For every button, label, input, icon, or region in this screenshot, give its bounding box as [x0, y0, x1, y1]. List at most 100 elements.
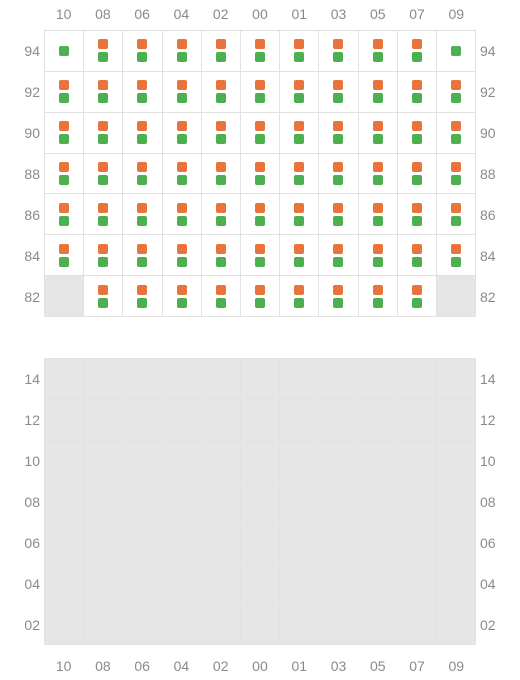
slot-cell[interactable]: [318, 400, 357, 440]
slot-cell[interactable]: [279, 400, 318, 440]
slot-cell[interactable]: [201, 194, 240, 234]
slot-cell[interactable]: [279, 276, 318, 316]
slot-cell[interactable]: [122, 604, 161, 644]
slot-cell[interactable]: [162, 604, 201, 644]
slot-cell[interactable]: [201, 522, 240, 562]
slot-cell[interactable]: [358, 276, 397, 316]
slot-cell[interactable]: [279, 563, 318, 603]
slot-cell[interactable]: [436, 359, 475, 399]
slot-cell[interactable]: [45, 72, 83, 112]
slot-cell[interactable]: [45, 522, 83, 562]
slot-cell[interactable]: [83, 359, 122, 399]
slot-cell[interactable]: [318, 563, 357, 603]
slot-cell[interactable]: [318, 522, 357, 562]
slot-cell[interactable]: [279, 482, 318, 522]
slot-cell[interactable]: [201, 235, 240, 275]
slot-cell[interactable]: [201, 482, 240, 522]
slot-cell[interactable]: [83, 113, 122, 153]
slot-cell[interactable]: [436, 604, 475, 644]
slot-cell[interactable]: [83, 31, 122, 71]
slot-cell[interactable]: [436, 31, 475, 71]
slot-cell[interactable]: [436, 113, 475, 153]
slot-cell[interactable]: [83, 400, 122, 440]
slot-cell[interactable]: [83, 194, 122, 234]
slot-cell[interactable]: [201, 31, 240, 71]
slot-cell[interactable]: [201, 563, 240, 603]
slot-cell[interactable]: [240, 154, 279, 194]
slot-cell[interactable]: [122, 522, 161, 562]
slot-cell[interactable]: [436, 563, 475, 603]
slot-cell[interactable]: [162, 235, 201, 275]
slot-cell[interactable]: [240, 113, 279, 153]
slot-cell[interactable]: [83, 441, 122, 481]
slot-cell[interactable]: [397, 359, 436, 399]
slot-cell[interactable]: [279, 522, 318, 562]
slot-cell[interactable]: [122, 31, 161, 71]
slot-cell[interactable]: [436, 235, 475, 275]
slot-cell[interactable]: [122, 113, 161, 153]
slot-cell[interactable]: [279, 31, 318, 71]
slot-cell[interactable]: [83, 563, 122, 603]
slot-cell[interactable]: [45, 604, 83, 644]
slot-cell[interactable]: [83, 604, 122, 644]
slot-cell[interactable]: [162, 113, 201, 153]
slot-cell[interactable]: [201, 276, 240, 316]
slot-cell[interactable]: [83, 482, 122, 522]
slot-cell[interactable]: [162, 522, 201, 562]
slot-cell[interactable]: [279, 194, 318, 234]
slot-cell[interactable]: [397, 441, 436, 481]
slot-cell[interactable]: [358, 482, 397, 522]
slot-cell[interactable]: [318, 72, 357, 112]
slot-cell[interactable]: [436, 482, 475, 522]
slot-cell[interactable]: [318, 359, 357, 399]
slot-cell[interactable]: [162, 563, 201, 603]
slot-cell[interactable]: [240, 604, 279, 644]
slot-cell[interactable]: [122, 441, 161, 481]
slot-cell[interactable]: [122, 276, 161, 316]
slot-cell[interactable]: [279, 72, 318, 112]
slot-cell[interactable]: [397, 276, 436, 316]
slot-cell[interactable]: [397, 113, 436, 153]
slot-cell[interactable]: [397, 194, 436, 234]
slot-cell[interactable]: [162, 359, 201, 399]
slot-cell[interactable]: [45, 113, 83, 153]
slot-cell[interactable]: [122, 154, 161, 194]
slot-cell[interactable]: [240, 276, 279, 316]
slot-cell[interactable]: [45, 276, 83, 316]
slot-cell[interactable]: [358, 194, 397, 234]
slot-cell[interactable]: [45, 400, 83, 440]
slot-cell[interactable]: [201, 72, 240, 112]
slot-cell[interactable]: [318, 194, 357, 234]
slot-cell[interactable]: [279, 441, 318, 481]
slot-cell[interactable]: [201, 113, 240, 153]
slot-cell[interactable]: [397, 31, 436, 71]
slot-cell[interactable]: [45, 359, 83, 399]
slot-cell[interactable]: [83, 235, 122, 275]
slot-cell[interactable]: [45, 194, 83, 234]
slot-cell[interactable]: [162, 31, 201, 71]
slot-cell[interactable]: [240, 482, 279, 522]
slot-cell[interactable]: [122, 482, 161, 522]
slot-cell[interactable]: [318, 113, 357, 153]
slot-cell[interactable]: [436, 522, 475, 562]
slot-cell[interactable]: [279, 113, 318, 153]
slot-cell[interactable]: [45, 482, 83, 522]
slot-cell[interactable]: [436, 194, 475, 234]
slot-cell[interactable]: [358, 359, 397, 399]
slot-cell[interactable]: [201, 154, 240, 194]
slot-cell[interactable]: [358, 400, 397, 440]
slot-cell[interactable]: [358, 235, 397, 275]
slot-cell[interactable]: [162, 276, 201, 316]
slot-cell[interactable]: [436, 72, 475, 112]
slot-cell[interactable]: [358, 154, 397, 194]
slot-cell[interactable]: [45, 235, 83, 275]
slot-cell[interactable]: [358, 72, 397, 112]
slot-cell[interactable]: [45, 154, 83, 194]
slot-cell[interactable]: [318, 154, 357, 194]
slot-cell[interactable]: [318, 31, 357, 71]
slot-cell[interactable]: [436, 441, 475, 481]
slot-cell[interactable]: [162, 194, 201, 234]
slot-cell[interactable]: [83, 154, 122, 194]
slot-cell[interactable]: [201, 359, 240, 399]
slot-cell[interactable]: [397, 154, 436, 194]
